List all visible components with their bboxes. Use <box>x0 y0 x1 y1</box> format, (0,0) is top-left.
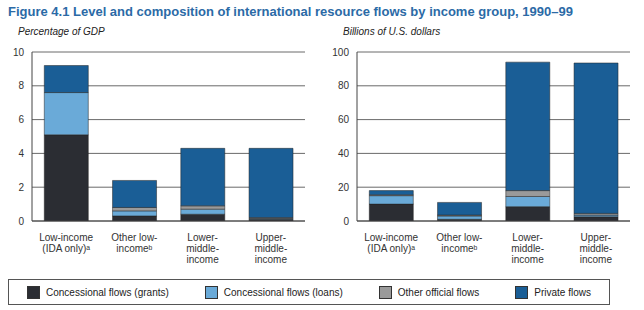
html-text:Figure 4.1 Level and compositi: Figure 4.1 Level and composition of inte… <box>8 4 573 19</box>
html-text:Private flows: Private flows <box>534 286 591 298</box>
svg-text:20: 20 <box>338 182 350 193</box>
svg-text:Other low-incomeᵇ: Other low-incomeᵇ <box>111 232 157 254</box>
html-text:Concessional flows (grants): Concessional flows (grants) <box>46 286 169 298</box>
svg-text:100: 100 <box>332 47 349 58</box>
svg-text:80: 80 <box>338 80 350 91</box>
svg-text:60: 60 <box>338 114 350 125</box>
svg-text:4: 4 <box>18 148 24 159</box>
svg-text:8: 8 <box>18 80 24 91</box>
html-text:Percentage of GDP: Percentage of GDP <box>18 26 105 37</box>
svg-text:40: 40 <box>338 148 350 159</box>
svg-text:Low-income(IDA only)ᵃ: Low-income(IDA only)ᵃ <box>39 232 93 254</box>
svg-text:Upper-middle-income: Upper-middle-income <box>254 232 287 265</box>
html-text:Concessional flows (loans): Concessional flows (loans) <box>223 286 343 298</box>
svg-text:Other low-incomeᵇ: Other low-incomeᵇ <box>436 232 482 254</box>
svg-text:6: 6 <box>18 114 24 125</box>
svg-text:Lower-middle-income: Lower-middle-income <box>511 232 544 265</box>
svg-text:Lower-middle-income: Lower-middle-income <box>186 232 219 265</box>
svg-text:Low-income(IDA only)ᵃ: Low-income(IDA only)ᵃ <box>364 232 418 254</box>
html-text:Other official flows: Other official flows <box>397 286 480 298</box>
svg-text:10: 10 <box>13 47 25 58</box>
html-text:Billions of U.S. dollars: Billions of U.S. dollars <box>343 26 441 37</box>
svg-text:0: 0 <box>343 216 349 227</box>
svg-text:Upper-middle-income: Upper-middle-income <box>579 232 612 265</box>
svg-text:0: 0 <box>18 216 24 227</box>
svg-text:2: 2 <box>18 182 24 193</box>
